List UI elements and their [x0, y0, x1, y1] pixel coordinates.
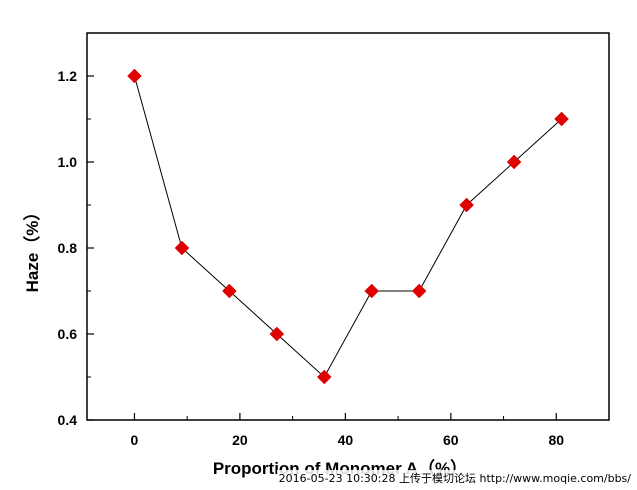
- data-point-marker: [127, 68, 142, 84]
- data-point-marker: [316, 369, 332, 385]
- x-tick-label: 0: [131, 432, 139, 448]
- axis-ticks: [87, 32, 610, 421]
- data-point-marker: [364, 283, 380, 299]
- data-point-marker: [411, 283, 427, 299]
- data-point-marker: [174, 240, 190, 256]
- tick-labels: 0 20 40 60 80 0.4 0.6 0.8 1.0 1.2: [58, 68, 565, 448]
- x-tick-label: 40: [338, 432, 354, 448]
- watermark: 2016-05-23 10:30:28 上传于模切论坛 http://www.m…: [276, 470, 633, 486]
- y-tick-label: 0.4: [58, 412, 78, 428]
- data-point-marker: [222, 283, 237, 299]
- data-point-marker: [459, 197, 474, 213]
- plot-frame: [86, 32, 610, 421]
- x-tick-label: 20: [232, 432, 248, 448]
- data-markers: [127, 68, 569, 385]
- y-tick-label: 0.6: [58, 326, 78, 342]
- x-tick-label: 80: [548, 432, 564, 448]
- y-tick-label: 1.2: [58, 68, 78, 84]
- y-tick-label: 0.8: [58, 240, 78, 256]
- y-tick-label: 1.0: [58, 154, 78, 170]
- x-tick-label: 60: [443, 432, 459, 448]
- series-line: [133, 75, 562, 378]
- data-point-marker: [554, 111, 569, 127]
- data-point-marker: [506, 154, 522, 170]
- y-axis-label: Haze（%）: [22, 204, 42, 293]
- data-point-marker: [269, 326, 285, 342]
